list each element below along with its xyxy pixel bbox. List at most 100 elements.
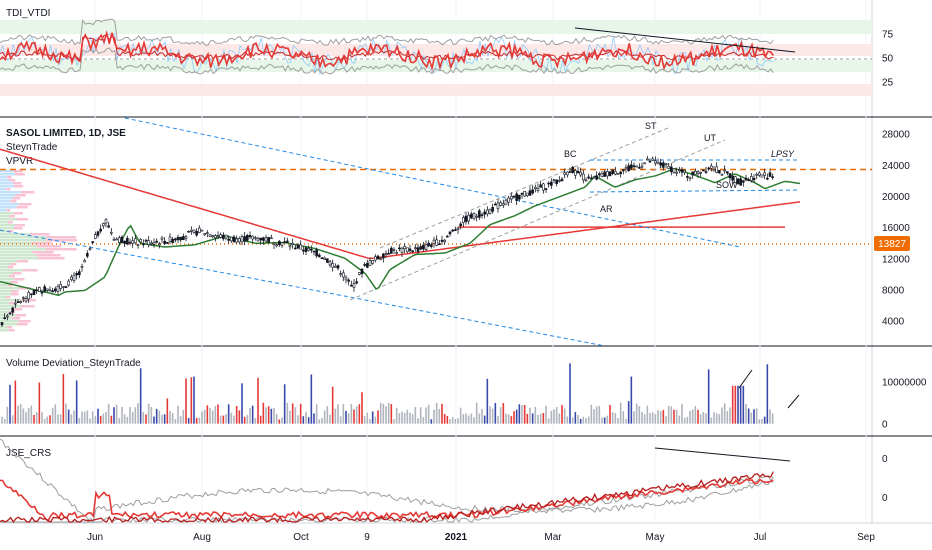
vpvr-bar <box>0 284 8 287</box>
volume-bar <box>489 406 491 424</box>
candle-body <box>656 161 660 165</box>
candle-body <box>88 248 92 250</box>
candle-body <box>646 158 649 161</box>
candle-body <box>94 234 97 239</box>
candle-body <box>91 241 94 243</box>
candle-body <box>462 217 465 223</box>
volume-bar <box>70 414 73 424</box>
volume-bar <box>102 413 105 424</box>
volume-bar <box>438 408 441 424</box>
vpvr-bar <box>16 260 29 263</box>
price-tick-label: 24000 <box>882 161 910 172</box>
vpvr-bar <box>0 248 47 251</box>
volume-bar <box>369 419 371 424</box>
vpvr-bar <box>9 200 17 203</box>
vpvr-bar <box>20 305 35 308</box>
annotation-sow: SOW <box>716 180 738 190</box>
volume-bar <box>326 405 329 424</box>
candle-body <box>75 273 78 276</box>
vpvr-bar <box>12 317 21 320</box>
vpvr-bar <box>0 224 15 227</box>
candle-body <box>54 288 57 292</box>
x-tick-label: Sep <box>857 532 875 543</box>
vpvr-bar <box>13 308 23 311</box>
candle-body <box>30 293 33 296</box>
volume-bar <box>371 411 374 424</box>
volume-bar <box>422 417 425 424</box>
vpvr-bar <box>0 314 16 317</box>
candle-body <box>56 285 60 292</box>
volume-bar <box>54 404 57 424</box>
downtrend-line-upper <box>124 117 741 248</box>
x-tick-label: 2021 <box>445 532 468 543</box>
volume-bar <box>521 405 523 424</box>
candle-body <box>483 211 486 215</box>
volume-bar <box>129 407 131 424</box>
volume-bar <box>529 407 531 424</box>
vpvr-bar <box>36 254 61 257</box>
candle-body <box>758 172 761 176</box>
candle-body <box>750 176 753 181</box>
tdi-band-top <box>0 20 872 34</box>
volume-bar <box>411 414 414 424</box>
volume-bar <box>382 403 385 424</box>
volume-bar <box>123 414 126 424</box>
candle-body <box>491 206 494 212</box>
vpvr-bar <box>7 284 13 287</box>
candle-body <box>672 168 676 174</box>
vpvr-bar <box>16 323 28 326</box>
candle-body <box>64 286 68 288</box>
candle-body <box>539 184 542 188</box>
volume-bar <box>430 419 433 424</box>
volume-bar <box>539 413 542 424</box>
candle-body <box>123 240 126 244</box>
volume-bar <box>569 363 571 424</box>
volume-bar <box>233 415 235 424</box>
candle-body <box>62 286 65 288</box>
candle-body <box>86 253 89 257</box>
volume-bar <box>345 410 347 424</box>
candle-body <box>590 177 593 180</box>
volume-bar <box>195 417 198 424</box>
volume-bar <box>763 416 766 424</box>
candle-body <box>115 238 118 241</box>
tdi-upper-band <box>0 18 774 46</box>
candle-body <box>614 171 617 175</box>
candle-body <box>648 160 652 163</box>
volume-bar <box>729 407 731 424</box>
volume-bar <box>769 409 771 424</box>
vpvr-bar <box>0 299 22 302</box>
tdi-lower-band <box>0 47 774 75</box>
volume-bar <box>25 412 27 424</box>
volume-bar <box>593 409 595 424</box>
candle-body <box>598 173 601 176</box>
vpvr-bar <box>12 182 22 185</box>
candle-body <box>214 235 217 239</box>
vpvr-bar <box>0 302 10 305</box>
volume-bar <box>1 416 3 424</box>
candle-body <box>651 158 654 161</box>
vpvr-bar <box>8 275 15 278</box>
indicator-vpvr: VPVR <box>6 156 33 167</box>
candle-body <box>494 203 497 206</box>
candle-body <box>480 214 484 217</box>
last-price-label: 13827 <box>878 239 906 250</box>
candle-body <box>502 203 505 206</box>
volume-bar <box>542 412 545 424</box>
volume-bar <box>89 418 91 424</box>
vpvr-bar <box>11 293 19 296</box>
vpvr-bar <box>6 176 12 179</box>
candle-body <box>70 276 73 280</box>
candle-body <box>200 229 204 232</box>
candle-body <box>182 236 185 240</box>
vpvr-bar <box>38 257 65 260</box>
price-tick-label: 8000 <box>882 285 905 296</box>
volume-bar <box>510 416 513 424</box>
candle-body <box>438 243 441 246</box>
volume-bar <box>81 411 83 424</box>
volume-bar <box>185 378 187 424</box>
vpvr-bar <box>18 287 32 290</box>
vpvr-bar <box>6 188 11 191</box>
candle-body <box>46 288 49 291</box>
candle-body <box>534 186 537 189</box>
